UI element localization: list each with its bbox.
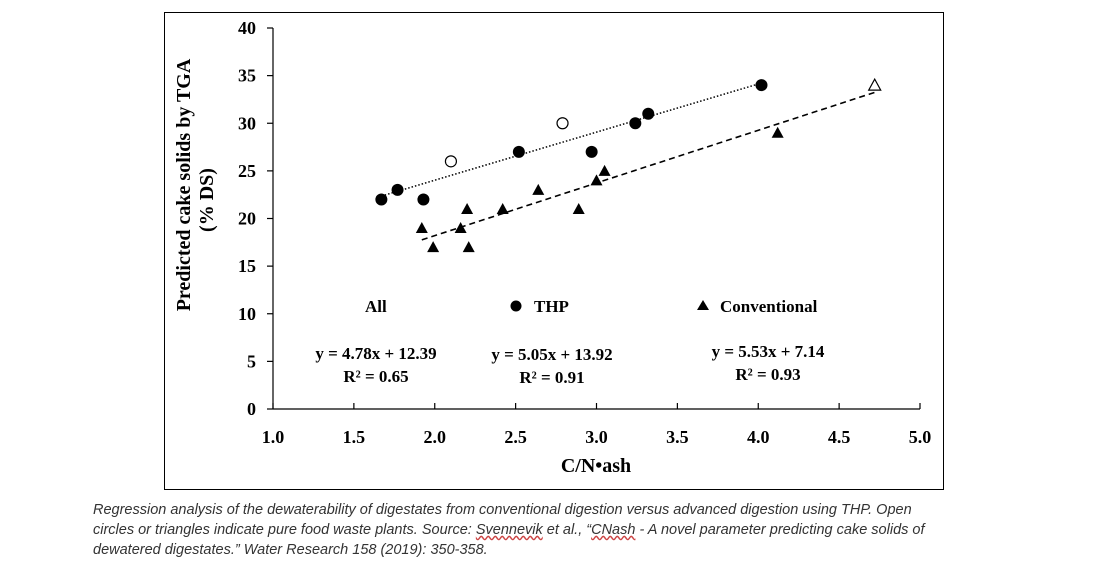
caption-line-3: dewatered digestates.” Water Research 15… bbox=[93, 542, 488, 558]
y-tick-label: 35 bbox=[238, 66, 256, 86]
chart-frame bbox=[164, 12, 944, 490]
thp-fit-line bbox=[381, 82, 762, 197]
thp-food-waste-point bbox=[444, 155, 458, 168]
all-equation: y = 4.78x + 12.39 bbox=[315, 344, 436, 363]
thp-point bbox=[629, 117, 642, 130]
thp-point bbox=[755, 79, 768, 92]
caption-line-2: circles or triangles indicate pure food … bbox=[93, 520, 1073, 540]
caption-text: et al., “ bbox=[542, 522, 592, 538]
scatter-chart: 0 5 10 15 20 25 30 35 40 1.0 1.5 2.0 2.5 3.0 3.5 4.0 4.5… bbox=[173, 18, 931, 477]
conventional-point bbox=[461, 202, 474, 214]
y-tick-label: 5 bbox=[247, 351, 256, 371]
axes: 0 5 10 15 20 25 30 35 40 1.0 1.5 2.0 2.5 3.0 3.5 4.0 4.5… bbox=[238, 18, 931, 447]
all-r2: R² = 0.65 bbox=[343, 367, 408, 386]
x-tick-label: 4.0 bbox=[747, 427, 770, 447]
thp-point bbox=[585, 145, 598, 158]
legend-conventional-marker bbox=[697, 300, 709, 310]
x-tick-label: 1.0 bbox=[262, 427, 285, 447]
conventional-food-waste-point bbox=[867, 77, 882, 91]
conventional-point bbox=[427, 241, 440, 253]
conventional-point bbox=[572, 202, 585, 214]
y-tick-label: 25 bbox=[238, 161, 256, 181]
caption-text: circles or triangles indicate pure food … bbox=[93, 522, 476, 538]
y-axis-title: Predicted cake solids by TGA bbox=[173, 58, 195, 311]
thp-point bbox=[391, 183, 404, 196]
figure-caption: Regression analysis of the dewaterabilit… bbox=[93, 500, 1073, 560]
y-tick-label: 0 bbox=[247, 399, 256, 419]
x-axis-title: C/N•ash bbox=[561, 455, 631, 477]
conventional-equation: y = 5.53x + 7.14 bbox=[712, 342, 825, 361]
conventional-point bbox=[415, 222, 428, 234]
y-tick-label: 15 bbox=[238, 256, 256, 276]
thp-r2: R² = 0.91 bbox=[519, 368, 584, 387]
conventional-point bbox=[496, 202, 509, 214]
conventional-point bbox=[598, 164, 611, 176]
caption-text: - A novel parameter predicting cake soli… bbox=[635, 522, 925, 538]
x-tick-label: 5.0 bbox=[909, 427, 932, 447]
thp-point bbox=[512, 145, 525, 158]
legend-thp-marker bbox=[510, 300, 522, 312]
y-tick-label: 20 bbox=[238, 209, 256, 229]
y-axis-subtitle: (% DS) bbox=[196, 168, 218, 232]
caption-line-1: Regression analysis of the dewaterabilit… bbox=[93, 502, 912, 518]
thp-food-waste-point bbox=[556, 117, 569, 130]
conventional-point bbox=[462, 241, 475, 253]
x-tick-label: 1.5 bbox=[343, 427, 366, 447]
conventional-point bbox=[771, 126, 784, 138]
data-points bbox=[375, 77, 882, 253]
thp-equation: y = 5.05x + 13.92 bbox=[491, 345, 612, 364]
y-tick-label: 10 bbox=[238, 304, 256, 324]
y-tick-label: 30 bbox=[238, 113, 256, 133]
x-tick-label: 4.5 bbox=[828, 427, 851, 447]
x-tick-label: 2.5 bbox=[504, 427, 527, 447]
caption-author-link: Svennevik bbox=[475, 522, 543, 538]
x-tick-label: 3.0 bbox=[585, 427, 608, 447]
conventional-point bbox=[454, 222, 467, 234]
legend-conventional-label: Conventional bbox=[720, 297, 818, 316]
conventional-point bbox=[590, 174, 603, 186]
conventional-point bbox=[532, 183, 545, 195]
legend-thp-label: THP bbox=[534, 297, 569, 316]
conventional-r2: R² = 0.93 bbox=[735, 365, 800, 384]
thp-point bbox=[417, 193, 430, 206]
y-tick-label: 40 bbox=[238, 18, 256, 38]
x-tick-label: 2.0 bbox=[424, 427, 447, 447]
thp-point bbox=[375, 193, 388, 206]
x-tick-label: 3.5 bbox=[666, 427, 689, 447]
fit-lines bbox=[381, 82, 875, 241]
legend-all-label: All bbox=[365, 297, 387, 316]
thp-point bbox=[642, 107, 655, 120]
caption-title-term: CNash bbox=[591, 522, 636, 538]
